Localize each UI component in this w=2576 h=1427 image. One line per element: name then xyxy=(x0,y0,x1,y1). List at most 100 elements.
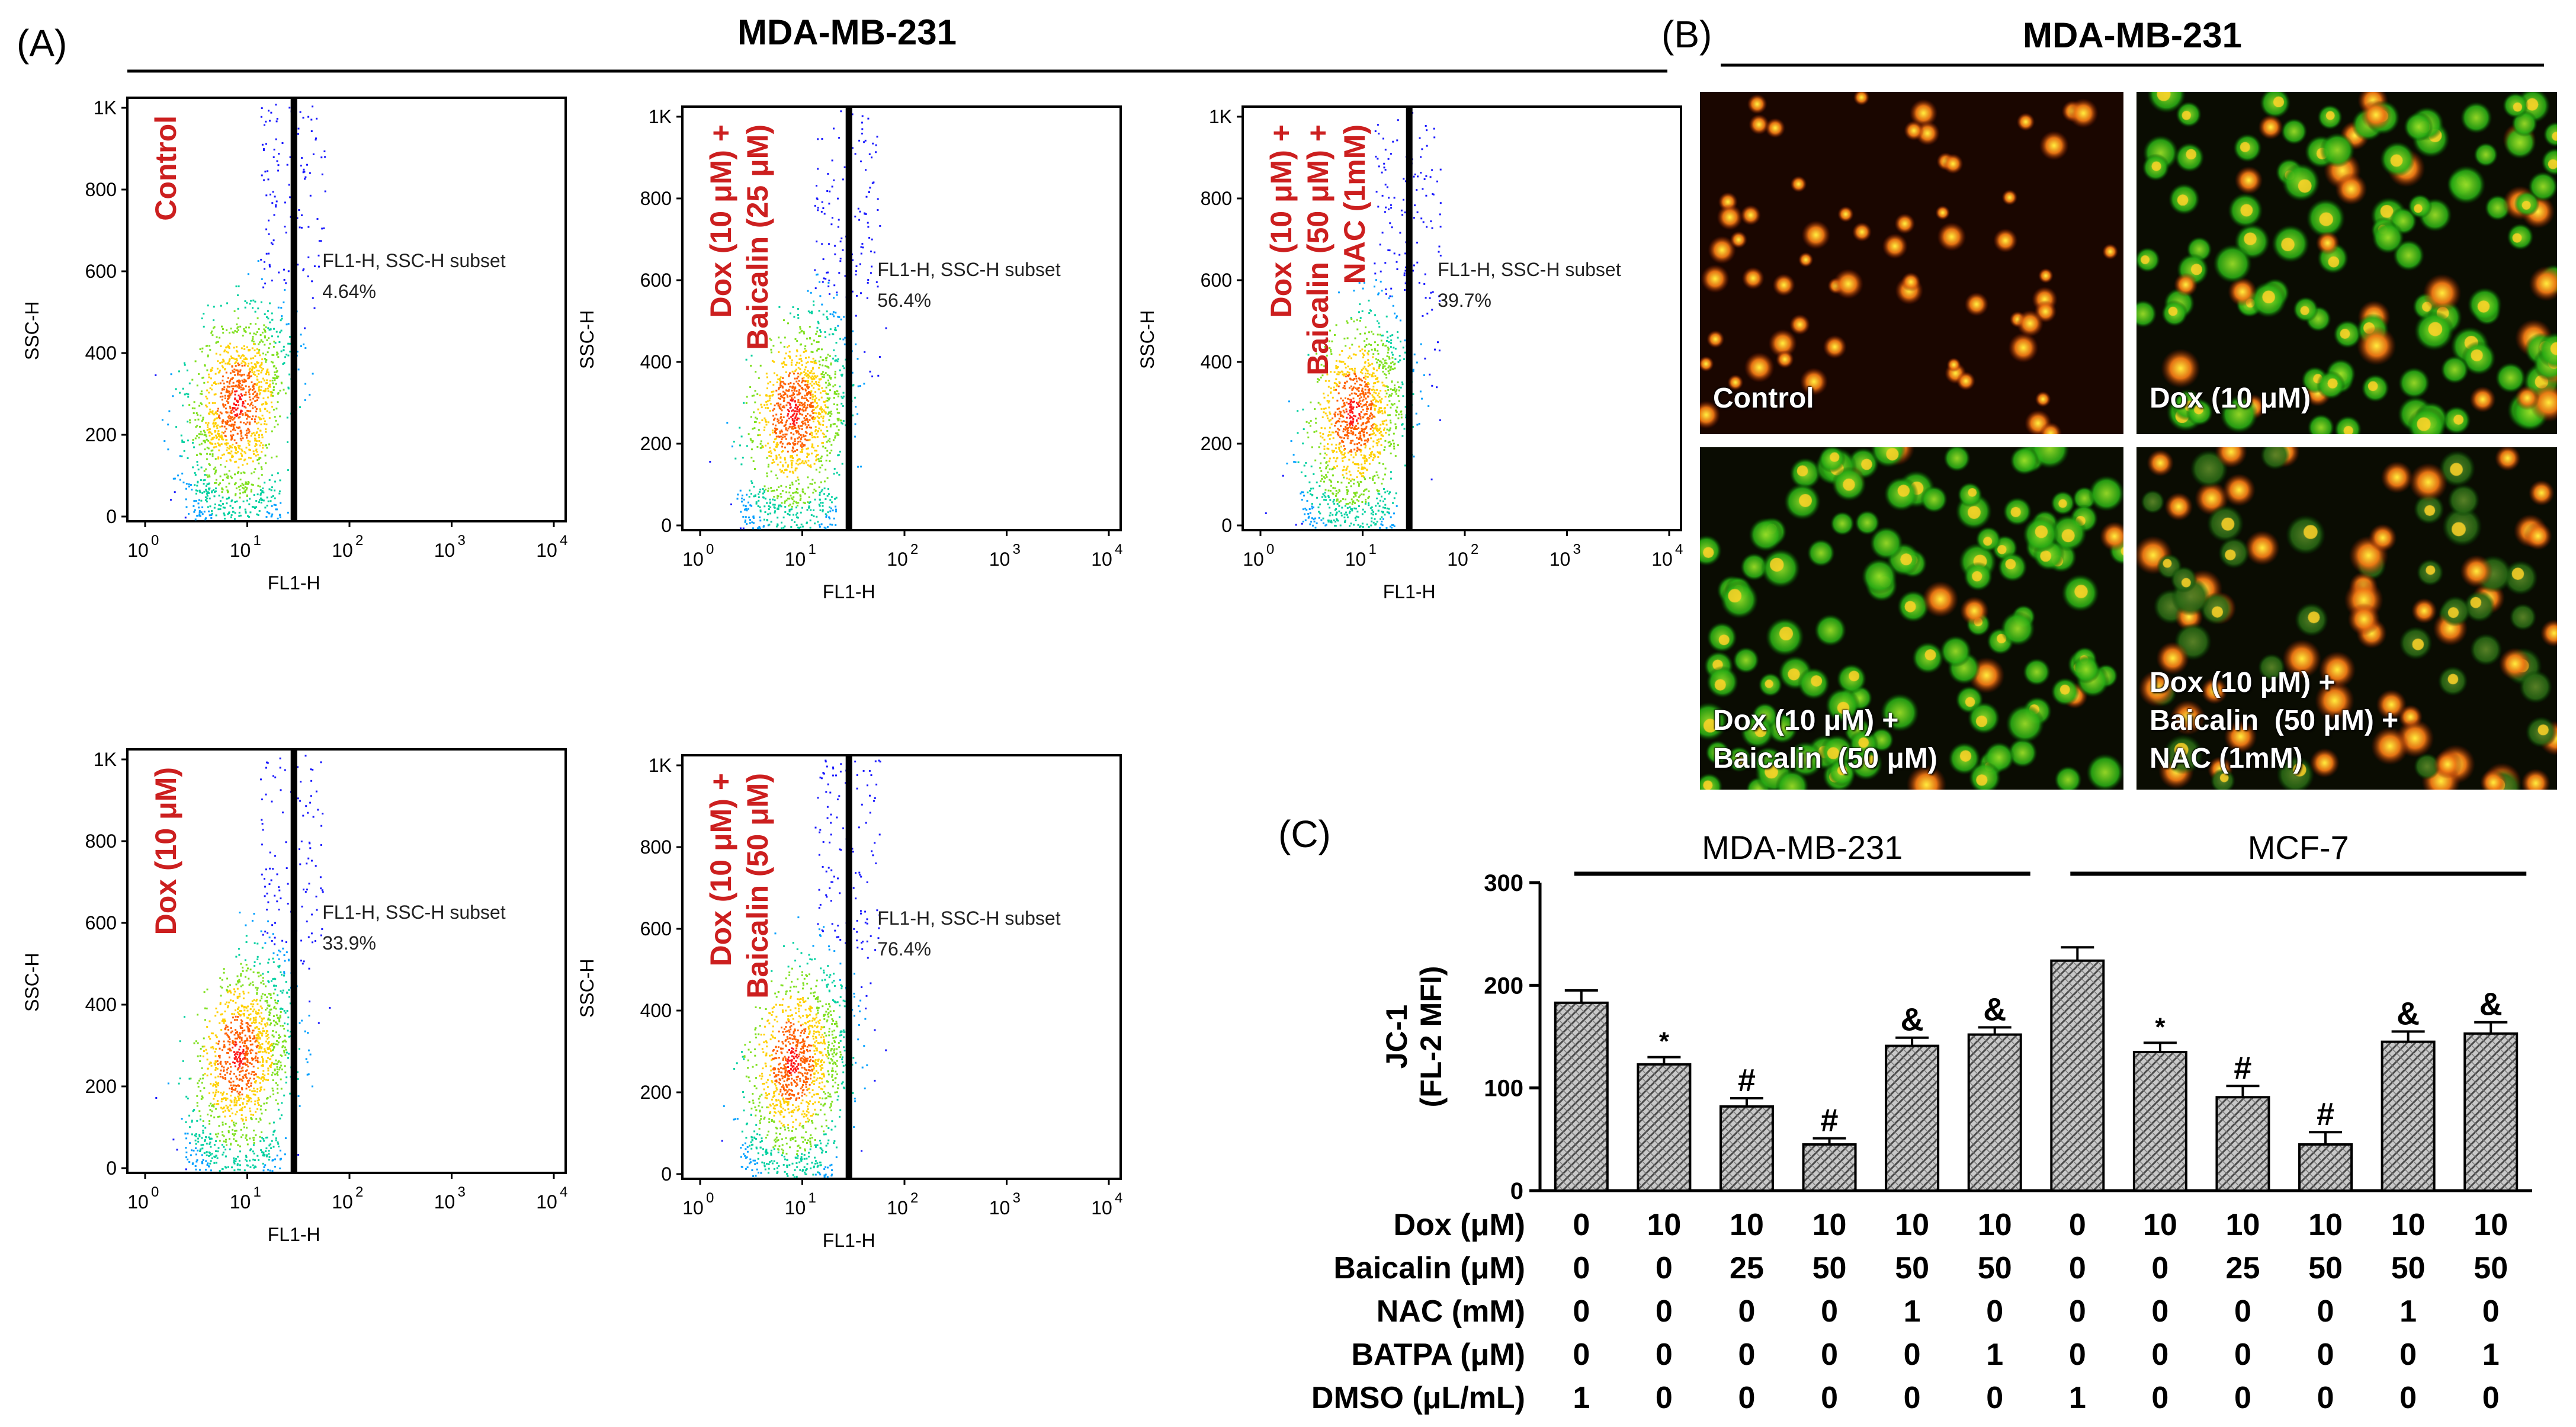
y-tick-label: 1K xyxy=(94,97,117,118)
bar xyxy=(1967,1033,2022,1192)
significance-mark: * xyxy=(1659,1027,1670,1056)
x-tick-exponent: 4 xyxy=(1115,1190,1122,1206)
y-tick-label: 600 xyxy=(640,270,672,291)
x-tick-exponent: 3 xyxy=(1573,541,1581,557)
gate-percent: 76.4% xyxy=(877,938,931,960)
panel-a-title: MDA-MB-231 xyxy=(737,12,957,52)
x-axis-label: FL1-H xyxy=(1383,581,1436,602)
bar-group xyxy=(1554,989,1609,1192)
y-tick-label: 200 xyxy=(640,1082,672,1103)
significance-mark: & xyxy=(1901,1002,1924,1038)
y-tick-label: 400 xyxy=(85,342,117,364)
treatment-value: 50 xyxy=(2391,1251,2426,1285)
micrograph-image xyxy=(1700,447,2123,790)
y-tick-label: 800 xyxy=(640,836,672,858)
bar-group: & xyxy=(1967,992,2022,1192)
x-tick-label: 10 xyxy=(1651,549,1673,570)
x-tick-label: 10 xyxy=(785,549,806,570)
condition-label: Control xyxy=(149,116,182,221)
x-tick-exponent: 0 xyxy=(1266,541,1274,557)
x-tick-exponent: 3 xyxy=(458,533,466,549)
x-tick-label: 10 xyxy=(1243,549,1264,570)
treatment-value: 0 xyxy=(1986,1381,2003,1415)
y-tick-label: 100 xyxy=(1484,1076,1523,1102)
x-tick-label: 10 xyxy=(682,1197,704,1218)
y-tick-label: 0 xyxy=(661,515,672,536)
micrograph-image xyxy=(2136,447,2557,790)
treatment-value: 1 xyxy=(1986,1338,2003,1372)
x-tick-exponent: 1 xyxy=(809,541,816,557)
x-tick-exponent: 4 xyxy=(1675,541,1683,557)
y-tick-label: 1K xyxy=(1209,106,1232,127)
gate-percent: 33.9% xyxy=(322,932,376,954)
x-axis-label: FL1-H xyxy=(268,1224,320,1245)
treatment-value: 0 xyxy=(2151,1381,2168,1415)
x-tick-exponent: 2 xyxy=(910,1190,918,1206)
y-tick-label: 300 xyxy=(1484,870,1523,896)
y-tick-label: 1K xyxy=(649,106,672,127)
gate-label: FL1-H, SSC-H subset xyxy=(322,902,506,923)
y-tick-label: 400 xyxy=(85,994,117,1015)
treatment-label: Dox (μM) xyxy=(1394,1208,1525,1242)
treatment-value: 0 xyxy=(1656,1294,1673,1329)
treatment-value: 10 xyxy=(1647,1208,1681,1242)
gate-percent: 39.7% xyxy=(1438,290,1491,311)
y-tick-label: 400 xyxy=(640,351,672,373)
x-tick-exponent: 0 xyxy=(706,541,714,557)
bar xyxy=(1554,1001,1609,1192)
gate-label: FL1-H, SSC-H subset xyxy=(877,907,1061,929)
bar-group xyxy=(2050,946,2105,1192)
treatment-value: 0 xyxy=(1904,1338,1921,1372)
treatment-value: 0 xyxy=(2069,1208,2086,1242)
treatment-label: NAC (mM) xyxy=(1377,1294,1525,1329)
y-axis-label: SSC-H xyxy=(1137,310,1158,369)
x-tick-label: 10 xyxy=(989,1197,1010,1218)
treatment-value: 0 xyxy=(1656,1251,1673,1285)
treatment-value: 1 xyxy=(1904,1294,1921,1329)
condition-label: NAC (1mM) xyxy=(1338,124,1371,284)
treatment-value: 0 xyxy=(2317,1381,2334,1415)
y-tick-label: 0 xyxy=(106,1157,117,1179)
treatment-value: 0 xyxy=(2317,1338,2334,1372)
scatter-cloud xyxy=(1265,111,1442,529)
x-tick-exponent: 1 xyxy=(809,1190,816,1206)
micrograph-label: Dox (10 μM) xyxy=(2150,383,2311,414)
treatment-value: 50 xyxy=(1895,1251,1929,1285)
treatment-value: 0 xyxy=(1573,1338,1590,1372)
y-tick-label: 800 xyxy=(85,179,117,200)
x-tick-label: 10 xyxy=(434,540,455,561)
x-tick-exponent: 3 xyxy=(1013,1190,1021,1206)
x-tick-exponent: 4 xyxy=(560,533,567,549)
treatment-value: 0 xyxy=(2234,1338,2251,1372)
treatment-value: 1 xyxy=(2399,1294,2417,1329)
y-tick-label: 1K xyxy=(94,749,117,770)
significance-mark: # xyxy=(1821,1103,1839,1139)
micrograph-4: Dox (10 μM) + Baicalin (50 μM) + NAC (1m… xyxy=(2136,447,2557,790)
x-tick-exponent: 4 xyxy=(560,1184,567,1200)
panel-label-c: (C) xyxy=(1278,813,1331,855)
condition-label: Dox (10 μM) + xyxy=(704,773,737,967)
significance-mark: & xyxy=(2397,996,2420,1031)
y-axis-label: (FL-2 MFI) xyxy=(1414,966,1448,1108)
treatment-value: 10 xyxy=(1812,1208,1847,1242)
bar-group: # xyxy=(2215,1050,2270,1192)
treatment-value: 0 xyxy=(1904,1381,1921,1415)
treatment-value: 25 xyxy=(2226,1251,2260,1285)
micrograph-1: Control xyxy=(1700,92,2123,434)
significance-mark: & xyxy=(2479,987,2503,1022)
micrograph-label: Control xyxy=(1713,383,1814,414)
y-tick-label: 1K xyxy=(649,755,672,776)
x-tick-exponent: 0 xyxy=(706,1190,714,1206)
bar xyxy=(2463,1032,2519,1192)
treatment-value: 0 xyxy=(1573,1251,1590,1285)
micrograph-label: Dox (10 μM) + Baicalin (50 μM) + NAC (1m… xyxy=(2150,667,2399,774)
x-axis-label: FL1-H xyxy=(823,1230,875,1251)
treatment-value: 10 xyxy=(1730,1208,1764,1242)
panel-b-title: MDA-MB-231 xyxy=(2023,15,2242,55)
x-tick-exponent: 2 xyxy=(1471,541,1478,557)
treatment-value: 0 xyxy=(2234,1294,2251,1329)
